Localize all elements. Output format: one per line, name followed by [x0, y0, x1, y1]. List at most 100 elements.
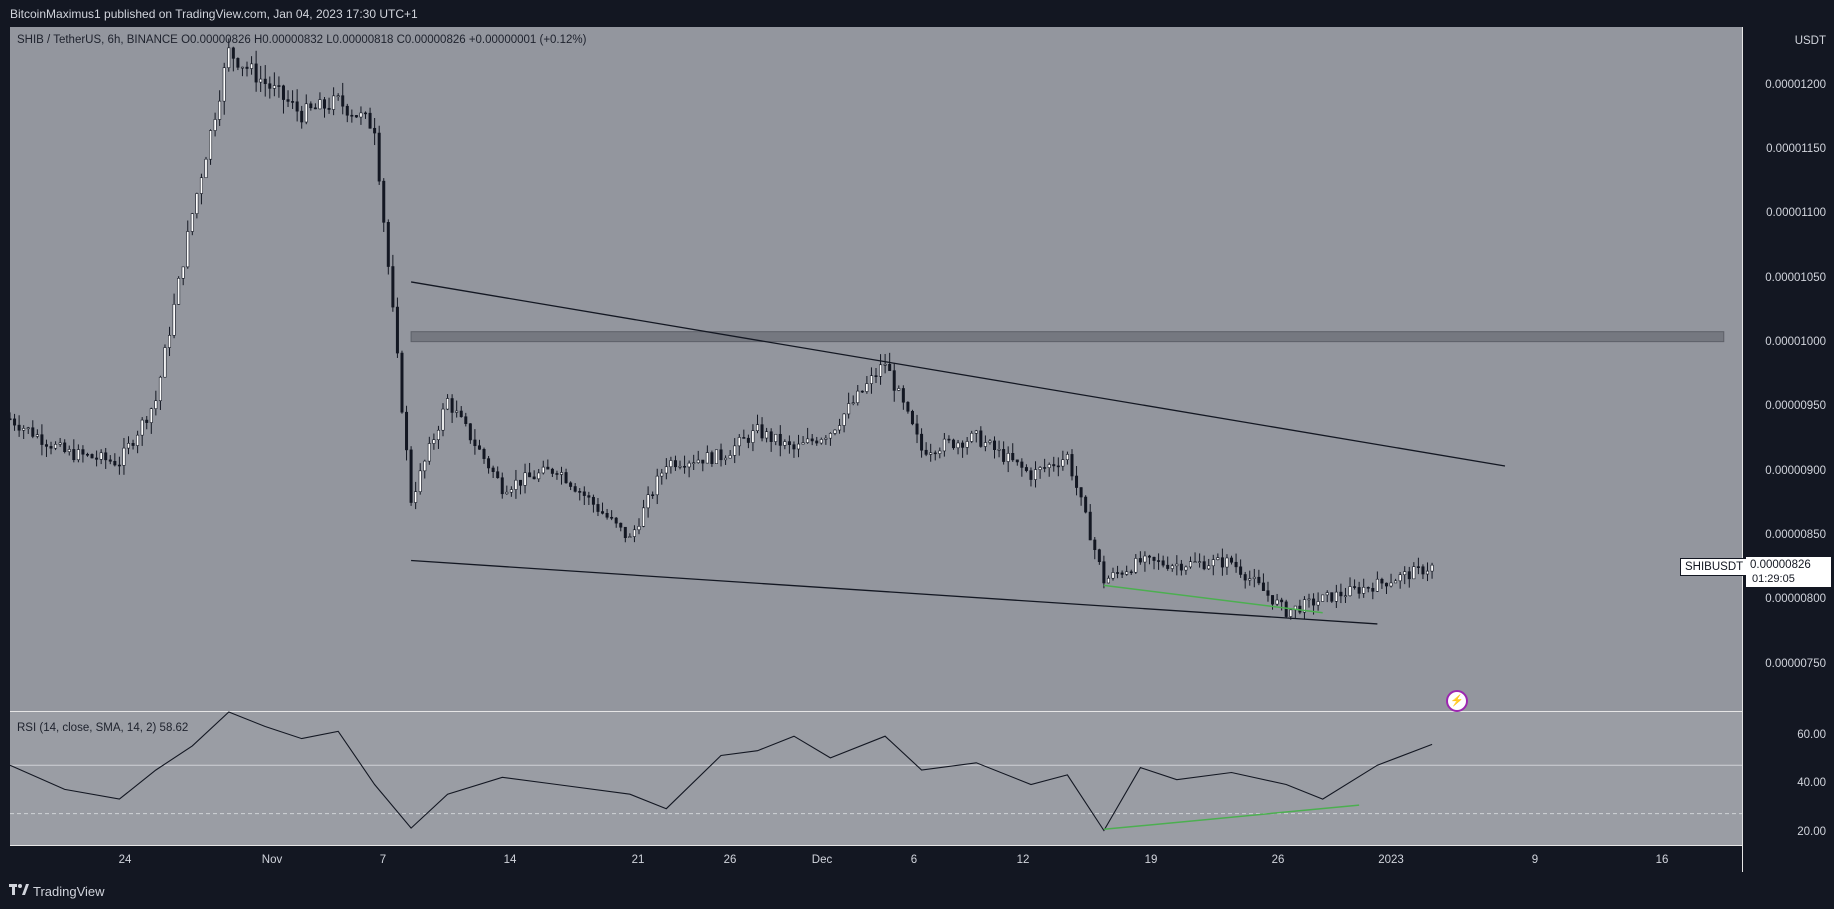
candle-body [1065, 454, 1069, 461]
candle-body [819, 439, 823, 444]
tradingview-logo-icon[interactable] [9, 884, 29, 899]
candle-body [696, 459, 700, 464]
candle-body [983, 442, 987, 447]
candle-body [491, 467, 495, 473]
candle-body [1157, 560, 1161, 562]
candle-body [1252, 576, 1256, 579]
candle-body [63, 442, 67, 452]
price-tick: 0.00001000 [1765, 336, 1826, 348]
candle-body [309, 103, 313, 109]
candle-body [1230, 557, 1234, 563]
candle-body [1202, 561, 1206, 570]
candle-body [1184, 566, 1188, 571]
candle-body [578, 491, 582, 493]
candle-body [564, 472, 568, 484]
candle-body [1207, 565, 1211, 570]
candle-body [49, 446, 53, 449]
candle-body [742, 437, 746, 439]
candle-body [304, 103, 308, 123]
candle-body [669, 460, 673, 468]
candle-body [1034, 469, 1038, 480]
candle-body [1116, 572, 1120, 574]
brand-name[interactable]: TradingView [33, 884, 105, 899]
candle-body [988, 440, 992, 443]
candle-body [705, 452, 709, 464]
candle-body [628, 536, 632, 538]
candle-body [792, 444, 796, 450]
candle-body [1353, 586, 1357, 588]
candle-body [605, 513, 609, 518]
published-bar: BitcoinMaximus1 published on TradingView… [0, 0, 1834, 27]
candle-body [227, 47, 231, 69]
candle-body [477, 445, 481, 450]
candle-body [1061, 459, 1065, 467]
candle-body [1147, 555, 1151, 558]
lightning-icon[interactable]: ⚡ [1446, 690, 1468, 712]
price-axis[interactable]: USDT 0.00001200 0.00001150 0.00001100 0.… [1743, 27, 1834, 872]
candle-body [1079, 487, 1083, 498]
candle-body [423, 460, 427, 472]
candle-body [719, 449, 723, 461]
candle-body [1271, 595, 1275, 605]
candle-body [929, 452, 933, 455]
candle-body [1239, 566, 1243, 575]
candle-body [746, 437, 750, 443]
candle-body [272, 85, 276, 89]
candle-body [455, 410, 459, 413]
candle-body [1348, 586, 1352, 597]
candle-body [1302, 599, 1306, 613]
candle-body [1102, 561, 1106, 584]
candle-body [806, 438, 810, 443]
price-tick: 0.00000800 [1765, 593, 1826, 605]
candle-body [797, 443, 801, 450]
candle-body [1371, 587, 1375, 592]
candle-body [186, 231, 190, 268]
candle-body [1266, 590, 1270, 596]
candle-body [933, 452, 937, 455]
candle-body [737, 437, 741, 447]
candle-body [1330, 592, 1334, 602]
candle-body [414, 491, 418, 503]
time-axis[interactable]: 24 Nov 7 14 21 26 Dec 6 12 19 26 2023 9 … [10, 845, 1742, 873]
candle-body [1325, 592, 1329, 596]
candle-body [915, 423, 919, 435]
candle-body [938, 450, 942, 454]
candle-body [108, 459, 112, 462]
candle-body [683, 465, 687, 468]
candle-body [13, 418, 17, 426]
candle-body [1248, 578, 1252, 581]
candle-body [801, 442, 805, 445]
candle-body [961, 442, 965, 448]
candle-body [1334, 591, 1338, 602]
candle-body [906, 401, 910, 412]
candle-body [117, 464, 121, 467]
candle-body [965, 441, 969, 448]
candle-body [395, 306, 399, 354]
ticker-label: SHIBUSDT [1680, 558, 1749, 576]
time-label: 26 [1271, 854, 1285, 866]
candle-body [1211, 559, 1215, 567]
candle-body [815, 440, 819, 444]
pane-divider[interactable] [10, 711, 1742, 712]
candle-body [1426, 570, 1430, 575]
candle-body [997, 449, 1001, 451]
candle-body [427, 443, 431, 462]
candle-body [254, 63, 258, 83]
candle-body [1284, 601, 1288, 617]
trendline [1103, 584, 1323, 614]
candle-body [901, 388, 905, 403]
candle-body [291, 101, 295, 103]
candle-body [359, 112, 363, 118]
candle-body [35, 434, 39, 437]
candle-body [332, 95, 336, 110]
candle-body [714, 449, 718, 464]
candle-body [172, 304, 176, 336]
candle-body [1243, 574, 1247, 581]
rsi-tick: 40.00 [1797, 777, 1826, 789]
candle-body [327, 107, 331, 110]
candle-body [724, 457, 728, 461]
candle-body [1275, 599, 1279, 605]
trendline [411, 559, 1378, 625]
candle-body [1002, 449, 1006, 462]
candle-body [1166, 564, 1170, 569]
